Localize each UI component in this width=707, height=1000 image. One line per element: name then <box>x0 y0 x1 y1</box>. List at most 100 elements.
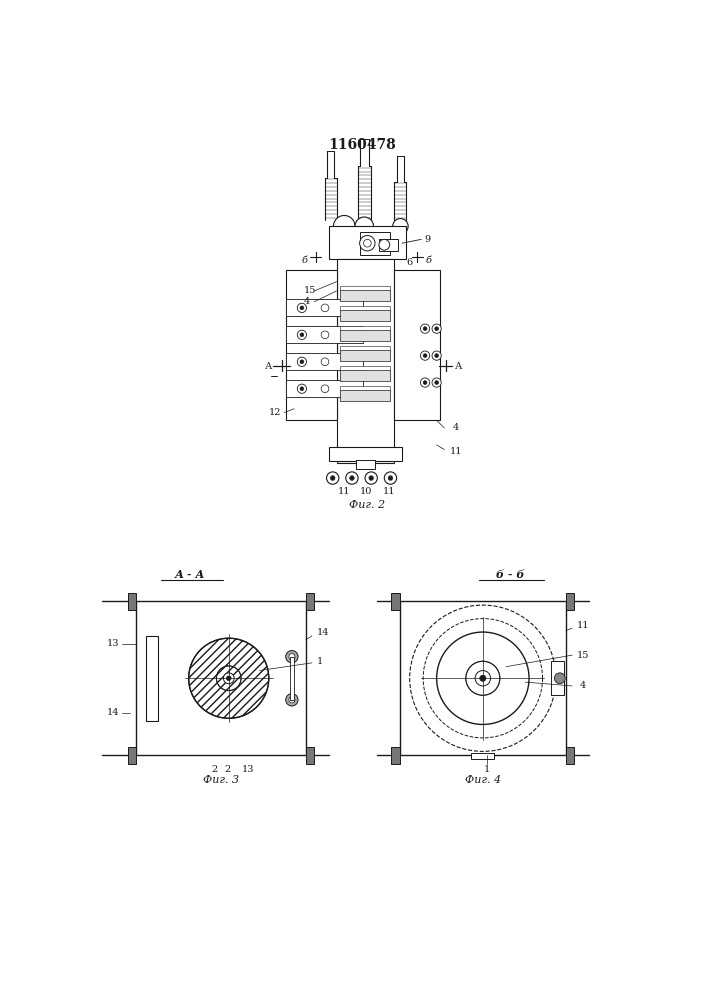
Circle shape <box>435 327 438 331</box>
Circle shape <box>393 219 408 234</box>
Circle shape <box>297 303 307 312</box>
Bar <box>340 390 390 401</box>
Bar <box>329 447 402 461</box>
Text: А: А <box>265 362 272 371</box>
Circle shape <box>321 358 329 366</box>
Text: 1: 1 <box>484 765 490 774</box>
Text: б: б <box>426 256 432 265</box>
Circle shape <box>297 384 307 393</box>
Circle shape <box>321 385 329 393</box>
Circle shape <box>300 333 304 337</box>
Circle shape <box>223 673 234 684</box>
Circle shape <box>286 651 298 663</box>
Text: 4: 4 <box>580 681 586 690</box>
Bar <box>340 366 390 370</box>
Circle shape <box>466 661 500 695</box>
Bar <box>340 326 390 330</box>
Text: 11: 11 <box>577 621 589 630</box>
Circle shape <box>321 331 329 339</box>
Bar <box>356 460 375 469</box>
Text: 13: 13 <box>242 765 255 774</box>
Circle shape <box>189 638 269 718</box>
Text: Фиг. 3: Фиг. 3 <box>203 775 239 785</box>
Circle shape <box>554 673 565 684</box>
Text: 11: 11 <box>338 487 351 496</box>
Circle shape <box>300 360 304 364</box>
Text: Фиг. 2: Фиг. 2 <box>349 500 385 510</box>
Circle shape <box>363 239 371 247</box>
Circle shape <box>346 472 358 484</box>
Bar <box>472 753 494 759</box>
Bar <box>391 747 399 764</box>
Bar <box>340 286 390 290</box>
Bar <box>340 386 390 390</box>
Text: А - А: А - А <box>175 569 206 580</box>
Text: 14: 14 <box>317 628 329 637</box>
Bar <box>566 593 575 610</box>
Text: 15: 15 <box>577 651 589 660</box>
Circle shape <box>480 675 486 681</box>
Text: 6: 6 <box>407 258 413 267</box>
Circle shape <box>300 306 304 310</box>
Bar <box>329 226 406 259</box>
Bar <box>146 636 158 721</box>
Circle shape <box>385 472 397 484</box>
Circle shape <box>388 476 393 480</box>
Circle shape <box>435 381 438 384</box>
Bar <box>305 747 314 764</box>
Circle shape <box>321 304 329 312</box>
Bar <box>391 593 399 610</box>
Text: 2: 2 <box>212 765 218 774</box>
Bar <box>340 370 390 381</box>
Circle shape <box>288 654 295 660</box>
Circle shape <box>350 476 354 480</box>
Circle shape <box>369 476 373 480</box>
Circle shape <box>334 215 355 237</box>
Text: 4: 4 <box>452 424 459 432</box>
Bar <box>340 346 390 350</box>
Bar <box>305 593 314 610</box>
Circle shape <box>216 666 241 691</box>
Circle shape <box>288 697 295 703</box>
Text: 1: 1 <box>317 657 322 666</box>
Circle shape <box>297 357 307 366</box>
Text: Фиг. 4: Фиг. 4 <box>464 775 501 785</box>
Text: б: б <box>301 256 308 265</box>
Circle shape <box>286 694 298 706</box>
Text: 4: 4 <box>304 297 310 306</box>
Text: 2: 2 <box>224 765 230 774</box>
Bar <box>340 290 390 301</box>
Text: 12: 12 <box>269 408 281 417</box>
Bar <box>286 326 363 343</box>
Circle shape <box>421 324 430 333</box>
Text: А: А <box>455 362 462 371</box>
Bar <box>340 350 390 361</box>
Text: 10: 10 <box>360 487 372 496</box>
Bar <box>286 353 363 370</box>
Circle shape <box>365 472 378 484</box>
Circle shape <box>423 354 427 358</box>
Circle shape <box>297 330 307 339</box>
Circle shape <box>432 324 441 333</box>
Circle shape <box>435 354 438 358</box>
Text: 15: 15 <box>304 286 317 295</box>
Circle shape <box>327 472 339 484</box>
Bar <box>128 593 136 610</box>
Circle shape <box>437 632 529 724</box>
Bar <box>340 306 390 310</box>
Circle shape <box>379 239 390 250</box>
Circle shape <box>423 381 427 384</box>
Circle shape <box>432 351 441 360</box>
Bar <box>128 747 136 764</box>
Text: 13: 13 <box>107 639 119 648</box>
Text: 14: 14 <box>107 708 119 717</box>
Circle shape <box>355 217 373 235</box>
Bar <box>395 270 440 420</box>
Bar <box>566 747 575 764</box>
Bar <box>360 232 390 255</box>
Bar <box>340 330 390 341</box>
Circle shape <box>421 351 430 360</box>
Bar <box>379 239 398 251</box>
Bar <box>551 661 564 695</box>
Circle shape <box>300 387 304 391</box>
